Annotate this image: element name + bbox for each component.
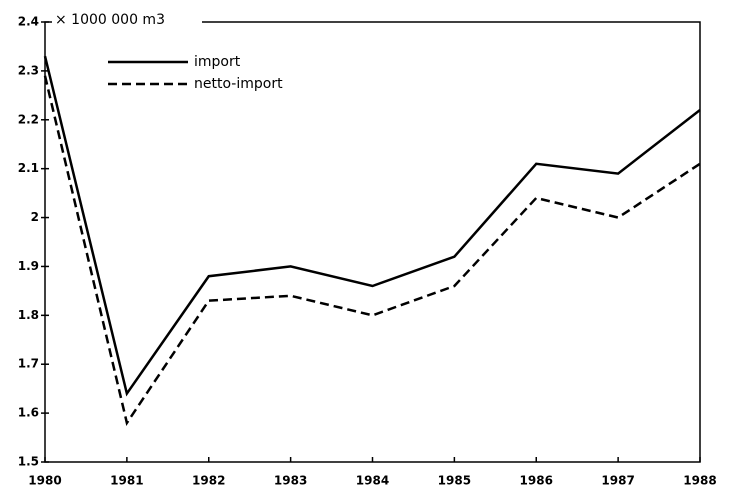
unit-label: × 1000 000 m3: [55, 12, 165, 28]
series-line: [43, 55, 701, 397]
x-tick-label: 1980: [28, 474, 61, 488]
x-tick-label: 1983: [274, 474, 307, 488]
y-tick-label: 1.9: [18, 259, 39, 273]
y-tick-label: 2.1: [18, 161, 39, 175]
y-tick-label: 1.6: [18, 406, 39, 420]
y-tick-label: 2.2: [18, 112, 39, 126]
y-tick-label: 2.4: [18, 15, 39, 29]
x-tick-label: 1981: [110, 474, 143, 488]
x-tick-label: 1988: [683, 474, 716, 488]
legend-label: import: [194, 54, 241, 70]
x-tick-label: 1984: [356, 474, 389, 488]
x-tick-label: 1987: [601, 474, 634, 488]
x-tick-label: 1982: [192, 474, 225, 488]
x-tick-label: 1985: [438, 474, 471, 488]
y-tick-label: 2: [31, 210, 39, 224]
title-backdrop: [52, 12, 202, 30]
y-tick-label: 1.7: [18, 357, 39, 371]
y-tick-label: 1.8: [18, 308, 39, 322]
x-tick-label: 1986: [520, 474, 553, 488]
legend-label: netto-import: [194, 76, 283, 92]
y-tick-label: 1.5: [18, 455, 39, 469]
plot-frame: [44, 21, 701, 463]
y-tick-label: 2.3: [18, 63, 39, 77]
